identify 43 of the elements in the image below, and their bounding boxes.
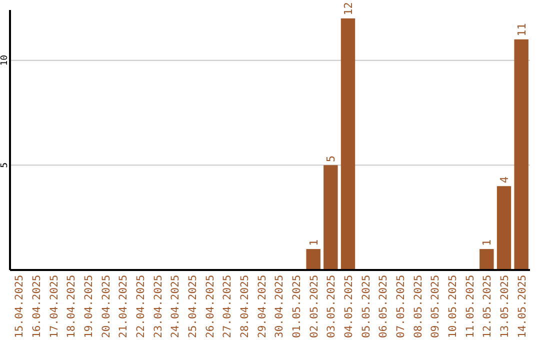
x-tick-label: 01.05.2025 bbox=[291, 274, 303, 338]
bar bbox=[306, 249, 320, 270]
x-tick-label: 23.04.2025 bbox=[152, 274, 164, 338]
x-tick-label: 06.05.2025 bbox=[378, 274, 390, 338]
x-tick-label: 11.05.2025 bbox=[464, 274, 476, 338]
bar bbox=[340, 18, 356, 270]
x-tick-label: 08.05.2025 bbox=[412, 274, 424, 338]
x-tick-label: 29.04.2025 bbox=[256, 274, 268, 338]
data-label: 11 bbox=[515, 23, 528, 36]
bar bbox=[324, 165, 338, 270]
x-tick-label: 19.04.2025 bbox=[83, 274, 95, 338]
x-tick-label: 13.05.2025 bbox=[499, 274, 511, 338]
x-tick-label: 12.05.2025 bbox=[482, 274, 494, 338]
x-tick-label: 05.05.2025 bbox=[360, 274, 372, 338]
x-tick-label: 16.04.2025 bbox=[31, 274, 43, 338]
x-tick-label: 10.05.2025 bbox=[447, 274, 459, 338]
bar bbox=[514, 39, 528, 270]
x-tick-label: 04.05.2025 bbox=[343, 274, 355, 338]
x-tick-label: 21.04.2025 bbox=[118, 274, 130, 338]
y-tick-label: 10 bbox=[0, 54, 10, 66]
x-tick-label: 07.05.2025 bbox=[395, 274, 407, 338]
x-tick-label: 27.04.2025 bbox=[222, 274, 234, 338]
x-tick-label: 02.05.2025 bbox=[308, 274, 320, 338]
x-tick-label: 03.05.2025 bbox=[326, 274, 338, 338]
data-label: 1 bbox=[307, 239, 320, 246]
x-tick-label: 28.04.2025 bbox=[239, 274, 251, 338]
x-tick-label: 24.04.2025 bbox=[170, 274, 182, 338]
data-label: 1 bbox=[480, 239, 494, 246]
x-tick-label: 20.04.2025 bbox=[100, 274, 112, 338]
data-label: 5 bbox=[324, 156, 338, 162]
x-tick-label: 26.04.2025 bbox=[204, 274, 216, 338]
x-tick-label: 17.04.2025 bbox=[48, 274, 60, 338]
x-tick-label: 22.04.2025 bbox=[135, 274, 147, 338]
data-label: 12 bbox=[342, 2, 355, 16]
x-tick-label: 25.04.2025 bbox=[187, 274, 199, 338]
x-tick-label: 14.05.2025 bbox=[516, 274, 528, 338]
bar bbox=[496, 186, 512, 270]
x-tick-label: 18.04.2025 bbox=[66, 274, 78, 338]
x-tick-label: 30.04.2025 bbox=[274, 274, 286, 338]
bar bbox=[480, 249, 494, 270]
x-tick-label: 15.04.2025 bbox=[14, 274, 26, 338]
x-tick-label: 09.05.2025 bbox=[430, 274, 442, 338]
data-label: 4 bbox=[498, 176, 511, 184]
